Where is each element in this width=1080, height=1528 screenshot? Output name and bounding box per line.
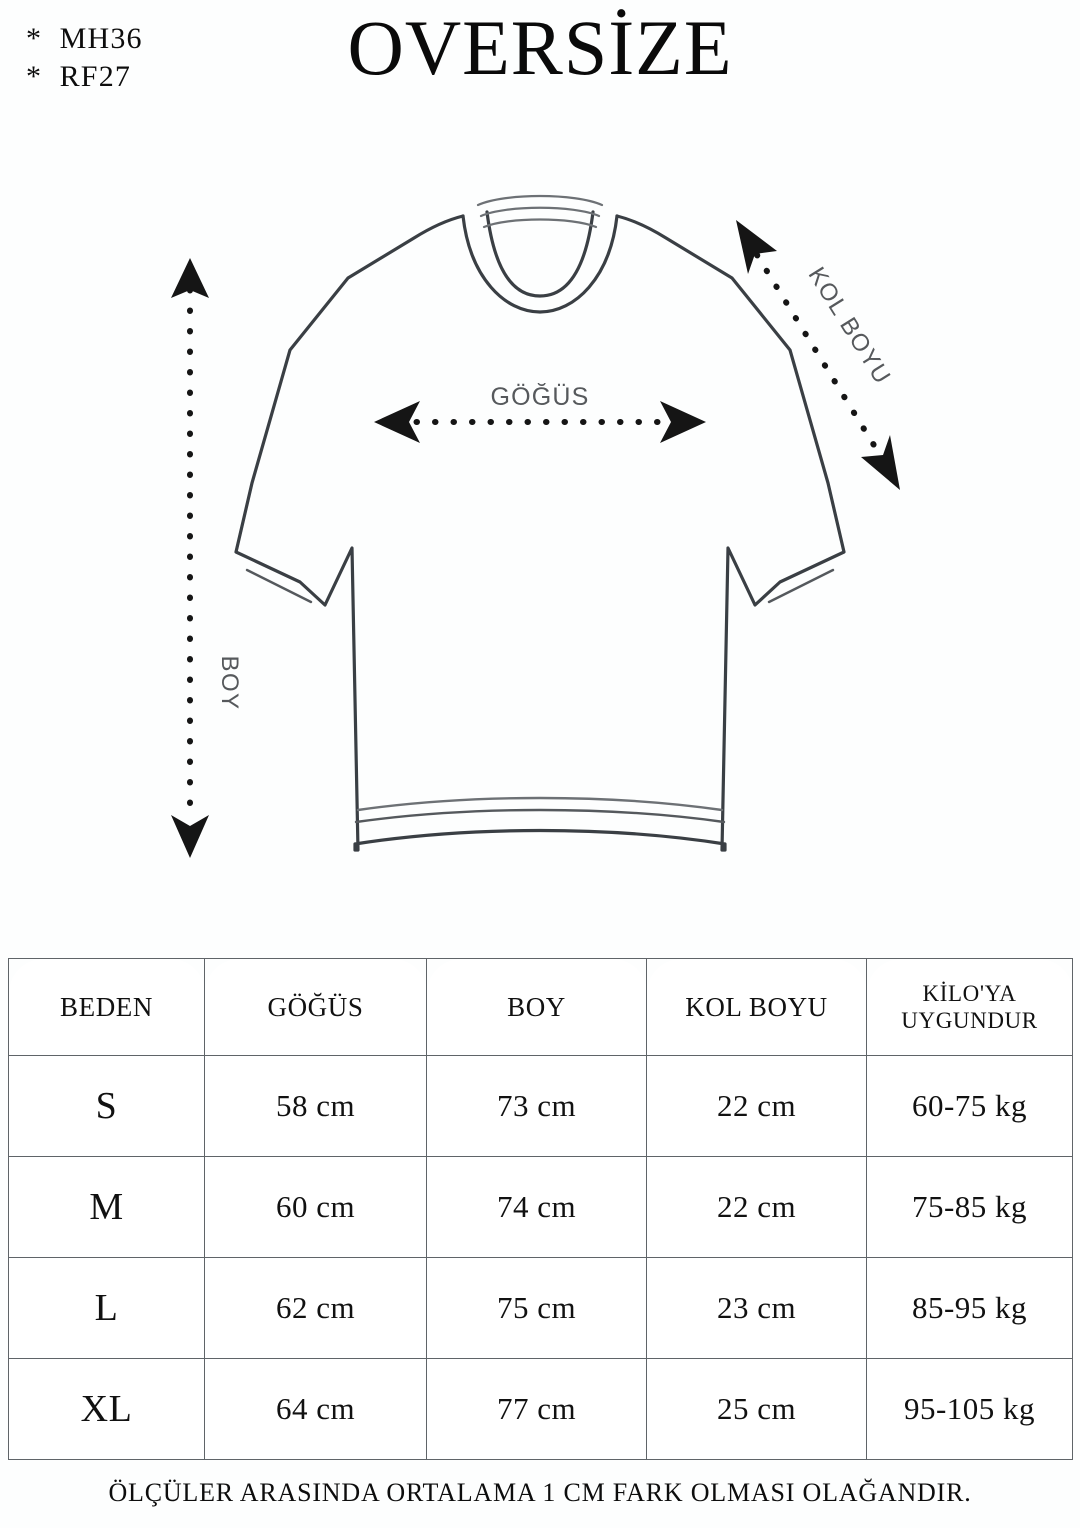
- column-header-boy: BOY: [426, 958, 647, 1056]
- arrow-head-bottom-icon: [171, 815, 209, 858]
- table-header-row: BEDEN GÖĞÜS BOY KOL BOYU KİLO'YA UYGUNDU…: [8, 958, 1073, 1056]
- column-header-label: KİLO'YA: [922, 981, 1017, 1006]
- column-header-gogus: GÖĞÜS: [204, 958, 427, 1056]
- size-table-container: BEDEN GÖĞÜS BOY KOL BOYU KİLO'YA UYGUNDU…: [8, 958, 1073, 1460]
- column-header-beden: BEDEN: [8, 958, 205, 1056]
- chest-measure-arrow: [374, 401, 706, 443]
- cell-size: XL: [8, 1358, 205, 1460]
- length-measure-arrow: [171, 258, 209, 858]
- table-row: S 58 cm 73 cm 22 cm 60-75 kg: [8, 1055, 1073, 1157]
- chest-measure-label: GÖĞÜS: [490, 382, 589, 411]
- cell-weight: 95-105 kg: [866, 1358, 1073, 1460]
- cell-sleeve: 22 cm: [646, 1055, 867, 1157]
- column-header-kol-boyu: KOL BOYU: [646, 958, 867, 1056]
- cell-sleeve: 23 cm: [646, 1257, 867, 1359]
- sleeve-measure-arrow: [736, 220, 900, 490]
- sleeve-measure-label: KOL BOYU: [803, 262, 896, 389]
- cell-size: L: [8, 1257, 205, 1359]
- length-measure-label: BOY: [216, 656, 243, 711]
- cell-weight: 60-75 kg: [866, 1055, 1073, 1157]
- column-header-label: BOY: [507, 992, 566, 1022]
- cell-size: M: [8, 1156, 205, 1258]
- table-row: XL 64 cm 77 cm 25 cm 95-105 kg: [8, 1358, 1073, 1460]
- cell-chest: 62 cm: [204, 1257, 427, 1359]
- cell-weight: 85-95 kg: [866, 1257, 1073, 1359]
- arrow-head-right-icon: [660, 401, 706, 443]
- table-row: L 62 cm 75 cm 23 cm 85-95 kg: [8, 1257, 1073, 1359]
- tshirt-outline-icon: [234, 194, 846, 852]
- garment-diagram: GÖĞÜS KOL BOYU BOY: [0, 150, 1080, 940]
- table-row: M 60 cm 74 cm 22 cm 75-85 kg: [8, 1156, 1073, 1258]
- arrow-head-down-icon: [861, 435, 900, 490]
- column-header-sublabel: UYGUNDUR: [901, 1008, 1038, 1033]
- cell-size: S: [8, 1055, 205, 1157]
- cell-chest: 64 cm: [204, 1358, 427, 1460]
- arrow-head-left-icon: [374, 401, 420, 443]
- cell-sleeve: 22 cm: [646, 1156, 867, 1258]
- arrow-head-top-icon: [171, 258, 209, 298]
- cell-chest: 58 cm: [204, 1055, 427, 1157]
- size-table: BEDEN GÖĞÜS BOY KOL BOYU KİLO'YA UYGUNDU…: [8, 958, 1073, 1460]
- cell-length: 77 cm: [426, 1358, 647, 1460]
- page-header: * MH36 * RF27 OVERSİZE: [0, 0, 1080, 120]
- cell-length: 73 cm: [426, 1055, 647, 1157]
- column-header-kiloya-uygundur: KİLO'YA UYGUNDUR: [866, 958, 1073, 1056]
- cell-length: 75 cm: [426, 1257, 647, 1359]
- cell-length: 74 cm: [426, 1156, 647, 1258]
- tshirt-technical-drawing-svg: GÖĞÜS KOL BOYU BOY: [171, 194, 900, 858]
- cell-weight: 75-85 kg: [866, 1156, 1073, 1258]
- footer-note: ÖLÇÜLER ARASINDA ORTALAMA 1 CM FARK OLMA…: [108, 1478, 972, 1507]
- product-code-item: * MH36: [26, 22, 143, 55]
- cell-sleeve: 25 cm: [646, 1358, 867, 1460]
- product-code-list: * MH36 * RF27: [26, 20, 143, 96]
- column-header-label: KOL BOYU: [685, 992, 828, 1022]
- column-header-label: BEDEN: [60, 992, 153, 1022]
- cell-chest: 60 cm: [204, 1156, 427, 1258]
- product-code-item: * RF27: [26, 60, 132, 93]
- page-title: OVERSİZE: [347, 4, 733, 91]
- arrow-head-up-icon: [736, 220, 777, 274]
- column-header-label: GÖĞÜS: [267, 992, 364, 1022]
